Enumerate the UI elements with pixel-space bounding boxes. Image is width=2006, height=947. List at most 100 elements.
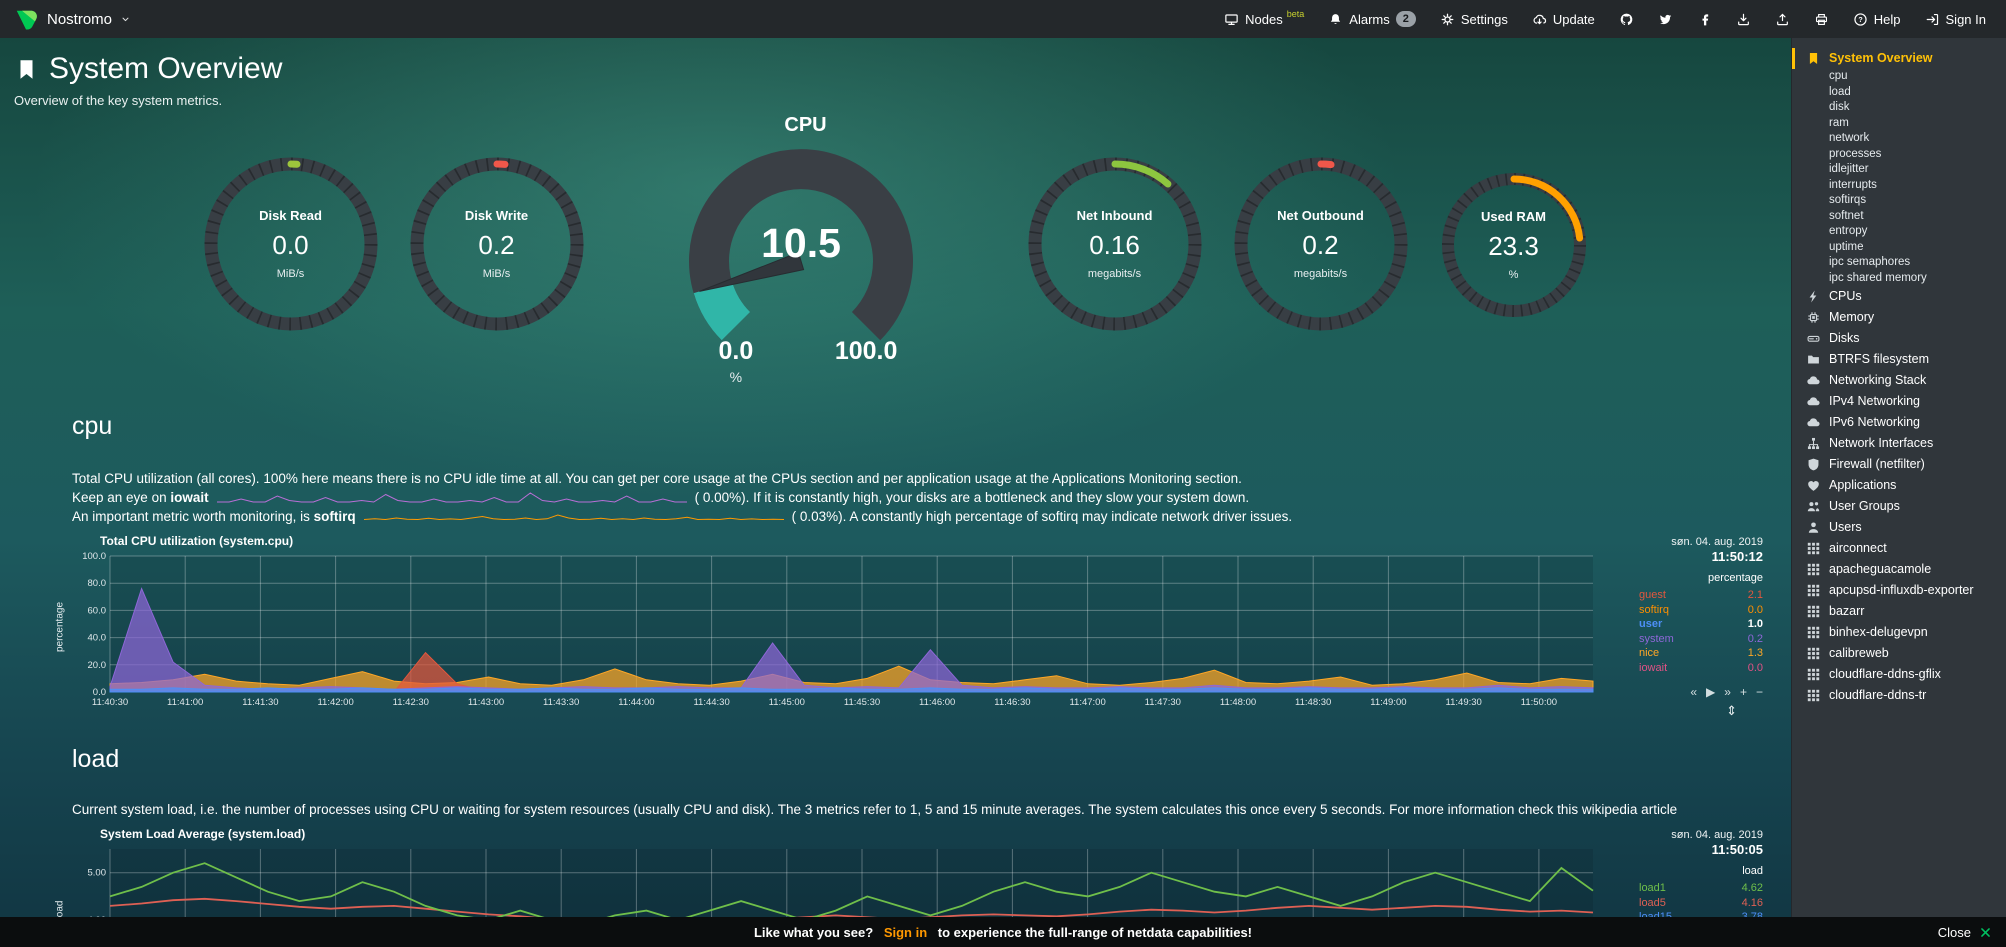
topbar-item-facebook[interactable]	[1697, 12, 1712, 27]
sidebar-item-label: Disks	[1829, 331, 1860, 345]
sidebar-item-uptime[interactable]: uptime	[1829, 240, 1864, 253]
svg-text:11:43:30: 11:43:30	[543, 697, 579, 708]
cpu-chart-plot[interactable]: 11:40:30 11:41:00 11:41:30 11:42:00 11:42:30…	[70, 550, 1601, 708]
hdd-icon	[1806, 331, 1821, 346]
hostname: Nostromo	[47, 10, 113, 28]
sidebar-item-label: cloudflare-ddns-tr	[1829, 688, 1927, 702]
folder-icon	[1806, 352, 1821, 367]
sidebar-item-network[interactable]: network	[1829, 132, 1870, 144]
gauge-cpu[interactable]: CPU 10.5 0.0 100.0 %	[641, 114, 971, 396]
legend-cpu-chart-system[interactable]: system 0.2	[1639, 632, 1763, 645]
iowait-sparkline-chart[interactable]	[216, 490, 687, 503]
sidebar-item-calibreweb[interactable]: calibreweb	[1792, 643, 2006, 664]
sidebar-item-ipv4-networking[interactable]: IPv4 Networking	[1792, 391, 2006, 412]
topbar-item-print[interactable]	[1814, 12, 1829, 27]
section-heading-cpu: cpu	[72, 412, 113, 440]
legend-cpu-chart-user[interactable]: user 1.0	[1639, 618, 1763, 630]
sidebar-item-processes[interactable]: processes	[1829, 147, 1882, 160]
gauge-net-inbound[interactable]: Net Inbound 0.16 megabits/s	[1027, 156, 1203, 332]
sidebar-item-btrfs-filesystem[interactable]: BTRFS filesystem	[1792, 349, 2006, 370]
topbar-item-alarms[interactable]: Alarms 2	[1328, 11, 1416, 27]
sidebar-item-label: bazarr	[1829, 604, 1865, 618]
topbar-item-twitter[interactable]	[1658, 12, 1673, 27]
sidebar-item-ipc-shared-memory[interactable]: ipc shared memory	[1829, 271, 1927, 284]
sidebar-item-users[interactable]: Users	[1792, 517, 2006, 538]
gauge-unit: megabits/s	[1293, 268, 1348, 280]
sidebar-item-label: calibreweb	[1829, 646, 1889, 660]
chart-date: søn. 04. aug. 2019	[1671, 536, 1763, 548]
grid-icon	[1806, 667, 1821, 682]
users-icon	[1806, 499, 1821, 514]
legend-cpu-chart-nice[interactable]: nice 1.3	[1639, 647, 1763, 659]
gauge-disk-write[interactable]: Disk Write 0.2 MiB/s	[409, 156, 585, 332]
sidebar-item-label: User Groups	[1829, 499, 1900, 513]
sidebar-item-network-interfaces[interactable]: Network Interfaces	[1792, 433, 2006, 454]
sidebar-item-cloudflare-ddns-tr[interactable]: cloudflare-ddns-tr	[1792, 685, 2006, 706]
toolbox-play[interactable]: ▶	[1706, 685, 1716, 699]
sidebar-item-ram[interactable]: ram	[1829, 116, 1849, 129]
sidebar-item-firewall-netfilter[interactable]: Firewall (netfilter)	[1792, 454, 2006, 475]
sidebar-item-cpu[interactable]: cpu	[1829, 70, 1848, 82]
topbar-item-update[interactable]: Update	[1532, 12, 1595, 27]
topbar-item-label: Sign In	[1945, 11, 1986, 27]
legend-load-chart-load5[interactable]: load5 4.16	[1639, 896, 1763, 909]
sidebar-item-bazarr[interactable]: bazarr	[1792, 601, 2006, 622]
topbar-menu: Nodes beta Alarms 2 Settings Update	[1224, 9, 1992, 27]
gauge-label: Disk Read	[259, 208, 322, 223]
toolbox-pan-backward[interactable]: «	[1690, 685, 1698, 699]
toolbox-zoom-out[interactable]: −	[1755, 685, 1763, 699]
topbar-item-export-snapshot[interactable]	[1775, 12, 1790, 27]
sidebar-item-user-groups[interactable]: User Groups	[1792, 496, 2006, 517]
signin-link[interactable]: Sign in	[883, 924, 928, 940]
grid-icon	[1806, 646, 1821, 661]
sidebar-item-disks[interactable]: Disks	[1792, 328, 2006, 349]
sidebar-item-disk[interactable]: disk	[1829, 101, 1850, 113]
legend-cpu-chart-guest[interactable]: guest 2.1	[1639, 589, 1763, 601]
cpu-chart-legend: søn. 04. aug. 2019 11:50:12 percentage g…	[1601, 534, 1777, 719]
legend-cpu-chart-iowait[interactable]: iowait 0.0	[1639, 661, 1763, 674]
sidebar-item-entropy[interactable]: entropy	[1829, 225, 1868, 237]
cloud-icon	[1806, 373, 1821, 388]
svg-text:11:46:00: 11:46:00	[919, 697, 955, 708]
legend-load-chart-load1[interactable]: load1 4.62	[1639, 882, 1763, 894]
sidebar-item-ipc-semaphores[interactable]: ipc semaphores	[1829, 256, 1911, 268]
sidebar-item-airconnect[interactable]: airconnect	[1792, 538, 2006, 559]
topbar-item-nodes[interactable]: Nodes beta	[1224, 9, 1304, 27]
sidebar-item-system-overview[interactable]: System Overview	[1792, 48, 2006, 69]
brand[interactable]: Nostromo	[14, 7, 131, 32]
sidebar-item-applications[interactable]: Applications	[1792, 475, 2006, 496]
sidebar-item-apcupsd-influxdb-exporter[interactable]: apcupsd-influxdb-exporter	[1792, 580, 2006, 601]
toolbox-pan-forward[interactable]: »	[1724, 685, 1731, 699]
sidebar-item-apacheguacamole[interactable]: apacheguacamole	[1792, 559, 2006, 580]
toolbox-resize[interactable]: ⇕	[1726, 703, 1737, 718]
topbar-item-signin[interactable]: Sign In	[1925, 12, 1986, 27]
sidebar-item-load[interactable]: load	[1829, 85, 1851, 98]
banner-close-button[interactable]: Close	[1938, 925, 1992, 940]
softirq-sparkline-chart[interactable]	[363, 509, 784, 522]
sidebar-item-binhex-delugevpn[interactable]: binhex-delugevpn	[1792, 622, 2006, 643]
sidebar-item-idlejitter[interactable]: idlejitter	[1829, 163, 1869, 175]
legend-cpu-chart-softirq[interactable]: softirq 0.0	[1639, 603, 1763, 616]
topbar-item-settings[interactable]: Settings	[1440, 12, 1508, 27]
cpu-chart-canvas[interactable]: 11:40:30 11:41:00 11:41:30 11:42:00 11:42:30…	[70, 550, 1601, 708]
sidebar-item-ipv6-networking[interactable]: IPv6 Networking	[1792, 412, 2006, 433]
sidebar-item-softirqs[interactable]: softirqs	[1829, 194, 1867, 206]
toolbox-zoom-in[interactable]: +	[1739, 685, 1747, 699]
sidebar-item-networking-stack[interactable]: Networking Stack	[1792, 370, 2006, 391]
gauge-disk-read[interactable]: Disk Read 0.0 MiB/s	[203, 156, 379, 332]
topbar-item-github[interactable]	[1619, 12, 1634, 27]
svg-text:11:42:30: 11:42:30	[393, 697, 429, 708]
sidebar-item-cpus[interactable]: CPUs	[1792, 286, 2006, 307]
gear-icon	[1440, 12, 1455, 27]
gauge-used-ram[interactable]: Used RAM 23.3 %	[1439, 170, 1589, 320]
cloud-icon	[1806, 415, 1821, 430]
topbar-item-import-snapshot[interactable]	[1736, 12, 1751, 27]
sidebar-item-softnet[interactable]: softnet	[1829, 209, 1864, 222]
gauge-net-outbound[interactable]: Net Outbound 0.2 megabits/s	[1233, 156, 1409, 332]
sidebar-item-label: Firewall (netfilter)	[1829, 457, 1925, 471]
topbar-item-help[interactable]: ? Help	[1853, 12, 1901, 27]
svg-text:11:46:30: 11:46:30	[994, 697, 1030, 708]
sidebar-item-cloudflare-ddns-gflix[interactable]: cloudflare-ddns-gflix	[1792, 664, 2006, 685]
sidebar-item-interrupts[interactable]: interrupts	[1829, 178, 1877, 191]
sidebar-item-memory[interactable]: Memory	[1792, 307, 2006, 328]
